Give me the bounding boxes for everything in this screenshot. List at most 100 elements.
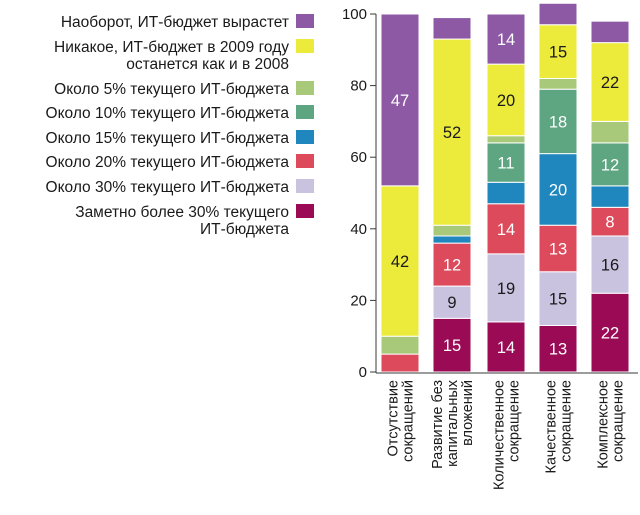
data-label: 15 (549, 44, 567, 62)
y-axis: 0 20 40 60 80 100 (342, 6, 377, 381)
bar-segment (486, 142, 526, 183)
bar-segment (486, 181, 526, 205)
bar-segment (486, 13, 526, 65)
legend-item: Около 5% текущего ИТ-бюджета (54, 81, 314, 98)
bars: 42 47 15 9 12 52 14 19 14 11 20 14 13 15 13 20 18 15 22 16 8… (380, 2, 630, 373)
data-label: 19 (497, 280, 515, 298)
legend-item: Никакое, ИТ-бюджет в 2009 годуостанется … (54, 39, 314, 73)
data-label: 8 (605, 214, 614, 232)
category-label-line: сокращение (507, 380, 523, 462)
data-label: 12 (601, 156, 619, 174)
data-label: 18 (549, 113, 567, 131)
bar-segment (380, 335, 420, 355)
y-tick-label: 0 (359, 364, 367, 381)
bar-segment (432, 38, 472, 226)
category-label-line: Качественное (544, 380, 560, 473)
bar-segment (538, 24, 578, 79)
legend-swatch (296, 105, 314, 119)
legend-label: Заметно более 30% текущего (75, 204, 289, 221)
data-label: 15 (549, 291, 567, 309)
legend-label: Около 30% текущего ИТ-бюджета (46, 179, 290, 196)
y-tick-label: 60 (350, 149, 367, 166)
bar-stack: 15 9 12 52 (432, 17, 472, 373)
legend-item: Около 30% текущего ИТ-бюджета (46, 179, 314, 196)
bar-segment (432, 224, 472, 237)
bar-segment (538, 153, 578, 226)
bar-segment (486, 321, 526, 373)
data-label: 42 (391, 253, 409, 271)
y-tick-label: 20 (350, 292, 367, 309)
data-label: 47 (391, 92, 409, 110)
legend-label: Наоборот, ИТ-бюджет вырастет (61, 14, 289, 31)
bar-segment (590, 206, 630, 237)
data-label: 9 (447, 294, 456, 312)
y-tick-label: 100 (342, 6, 367, 23)
bar-segment (538, 271, 578, 326)
bar-stack: 22 16 8 12 22 (590, 20, 630, 373)
category-label: Качественное сокращение (544, 380, 575, 473)
bar-segment (486, 253, 526, 323)
bar-segment (538, 77, 578, 90)
bar-segment (538, 324, 578, 373)
legend-label: ИТ-бюджета (200, 221, 289, 238)
category-label-line: капитальных (445, 379, 461, 467)
data-label: 20 (497, 92, 515, 110)
bar-segment (590, 120, 630, 144)
category-label-line: Развитие без (430, 380, 446, 469)
bar-segment (432, 17, 472, 40)
bar-segment (590, 142, 630, 187)
legend-swatch (296, 154, 314, 168)
data-label: 14 (497, 31, 515, 49)
bar-segment (432, 235, 472, 244)
category-label-line: сокращение (611, 380, 627, 462)
bar-segment (538, 2, 578, 26)
category-label-line: Комплексное (596, 380, 612, 469)
bar-segment (590, 42, 630, 122)
legend-item: Наоборот, ИТ-бюджет вырастет (61, 14, 314, 31)
legend: Наоборот, ИТ-бюджет вырастет Никакое, ИТ-… (46, 14, 314, 238)
data-label: 20 (549, 181, 567, 199)
legend-swatch (296, 14, 314, 28)
bar-segment (432, 285, 472, 319)
bar-segment (380, 13, 420, 187)
legend-swatch (296, 204, 314, 218)
bar-segment (486, 203, 526, 255)
legend-swatch (296, 179, 314, 193)
data-label: 16 (601, 257, 619, 275)
bar-stack: 14 19 14 11 20 14 (486, 13, 526, 373)
data-label: 52 (443, 124, 461, 142)
x-axis: Отсутствие сокращений Развитие без капиталь… (376, 372, 638, 490)
legend-label: Около 10% текущего ИТ-бюджета (46, 105, 290, 122)
bar-segment (380, 353, 420, 373)
legend-swatch (296, 130, 314, 144)
legend-item: Около 20% текущего ИТ-бюджета (46, 154, 314, 171)
data-label: 14 (497, 339, 515, 357)
category-label-line: вложений (460, 380, 476, 446)
bar-segment (486, 63, 526, 137)
bar-segment (432, 317, 472, 373)
legend-label: Никакое, ИТ-бюджет в 2009 году (54, 39, 289, 56)
data-label: 22 (601, 74, 619, 92)
bar-segment (590, 20, 630, 44)
category-label-line: сокращений (401, 380, 417, 462)
data-label: 11 (497, 155, 514, 173)
bar-segment (380, 185, 420, 337)
legend-label: Около 20% текущего ИТ-бюджета (46, 154, 290, 171)
bar-segment (538, 88, 578, 155)
legend-label: останется как и в 2008 (126, 56, 289, 73)
data-label: 15 (443, 337, 461, 355)
legend-swatch (296, 39, 314, 53)
bar-segment (538, 224, 578, 273)
bar-segment (432, 242, 472, 287)
bar-stack: 13 15 13 20 18 15 (538, 2, 578, 373)
data-label: 13 (549, 240, 567, 258)
legend-item: Около 10% текущего ИТ-бюджета (46, 105, 314, 122)
category-label: Отсутствие сокращений (386, 380, 417, 462)
category-label-line: сокращение (559, 380, 575, 462)
bar-stack: 42 47 (380, 13, 420, 373)
category-label-line: Отсутствие (386, 380, 402, 457)
legend-label: Около 15% текущего ИТ-бюджета (46, 130, 290, 147)
data-label: 22 (601, 325, 619, 343)
